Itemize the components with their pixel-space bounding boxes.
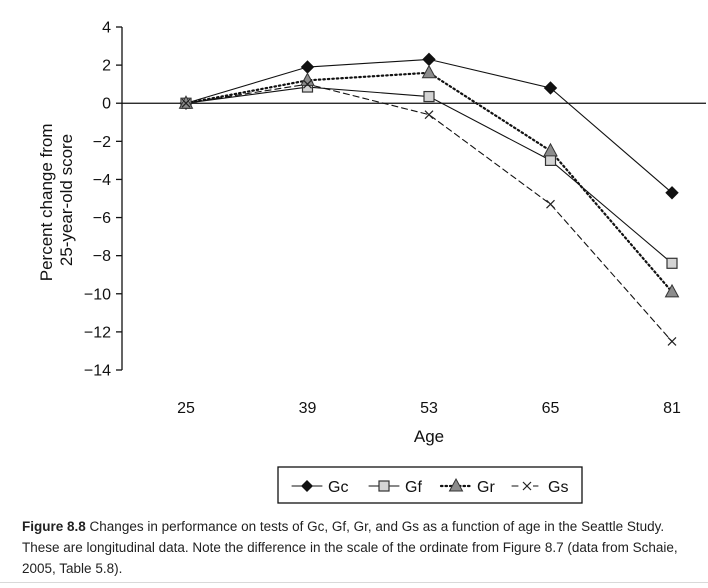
y-tick-label: −2 (93, 134, 111, 151)
legend-entry-gf: Gf (368, 479, 422, 496)
y-tick-label: −6 (93, 210, 111, 227)
legend-x-marker-b (522, 481, 532, 491)
legend-label: Gf (405, 479, 422, 496)
y-ticks: 4 2 0 −2 −4 −6 −8 −10 −12 −14 (84, 20, 122, 380)
data-point-gr (178, 95, 194, 109)
line-chart: 4 2 0 −2 −4 −6 −8 −10 −12 −14 25 39 53 65 81 Age Perc… (37, 20, 706, 446)
y-axis-title: Percent change from 25-year-old score (37, 119, 76, 282)
data-point-gc (422, 52, 436, 67)
legend-label: Gr (477, 479, 495, 496)
x-marker-stroke-b (303, 79, 312, 89)
x-marker-stroke-b (424, 110, 434, 120)
figure: 4 2 0 −2 −4 −6 −8 −10 −12 −14 25 39 53 65 81 Age Perc… (37, 20, 706, 446)
data-point-gf (423, 90, 435, 103)
data-point-gr (543, 142, 558, 157)
x-tick-label: 81 (663, 400, 681, 417)
data-point-gc (543, 81, 558, 95)
data-point-gr (421, 64, 437, 79)
data-point-gs (424, 110, 434, 120)
x-axis-title: Age (414, 427, 444, 446)
data-point-gs (546, 199, 555, 209)
y-tick-label: 4 (102, 20, 111, 37)
y-tick-label: −10 (84, 286, 111, 303)
x-tick-label: 53 (420, 400, 438, 417)
page-bottom-rule (0, 582, 708, 583)
data-point-gc (300, 60, 315, 74)
data-point-gs (181, 98, 191, 108)
data-point-gf (544, 154, 557, 166)
y-tick-label: −8 (93, 248, 111, 265)
x-marker-stroke-b (181, 98, 191, 108)
x-ticks: 25 39 53 65 81 (177, 400, 681, 417)
data-point-gr (664, 283, 680, 298)
legend-diamond-marker (301, 480, 313, 492)
series-line-gc (185, 58, 673, 194)
legend-triangle-marker (448, 477, 464, 492)
axes (121, 27, 706, 370)
series-line-gf (185, 86, 673, 264)
data-point-gr (300, 72, 315, 86)
series-markers (178, 52, 680, 346)
y-tick-label: −4 (93, 172, 111, 189)
x-tick-label: 25 (177, 400, 195, 417)
legend-svg: Gc Gf Gr Gs (277, 466, 583, 504)
legend-entry-gs: Gs (511, 479, 568, 496)
data-point-gs (303, 79, 312, 89)
x-marker-stroke-b (667, 336, 677, 346)
y-tick-label: −12 (84, 324, 111, 341)
legend-box (277, 466, 583, 504)
legend-container: Gc Gf Gr Gs (0, 462, 708, 508)
x-marker-stroke-b (546, 199, 555, 209)
legend-label: Gs (548, 479, 568, 496)
caption-label: Figure 8.8 (22, 519, 86, 534)
legend-label: Gc (328, 479, 348, 496)
y-axis-title-line-2: 25-year-old score (57, 134, 76, 266)
y-axis-title-line-1: Percent change from (37, 123, 56, 281)
x-tick-label: 65 (542, 400, 560, 417)
legend-entry-gr: Gr (439, 477, 495, 496)
y-tick-label: 2 (102, 58, 111, 75)
caption-text: Changes in performance on tests of Gc, G… (22, 519, 678, 576)
figure-caption: Figure 8.8 Changes in performance on tes… (22, 516, 692, 579)
series-line-gs (185, 83, 673, 342)
legend-entry-gc: Gc (291, 479, 348, 496)
x-tick-label: 39 (299, 400, 317, 417)
y-tick-label: −14 (84, 363, 111, 380)
legend-square-marker (378, 480, 390, 492)
data-point-gf (666, 257, 678, 269)
data-point-gc (665, 186, 679, 200)
data-point-gs (667, 336, 677, 346)
y-tick-label: 0 (102, 96, 111, 113)
